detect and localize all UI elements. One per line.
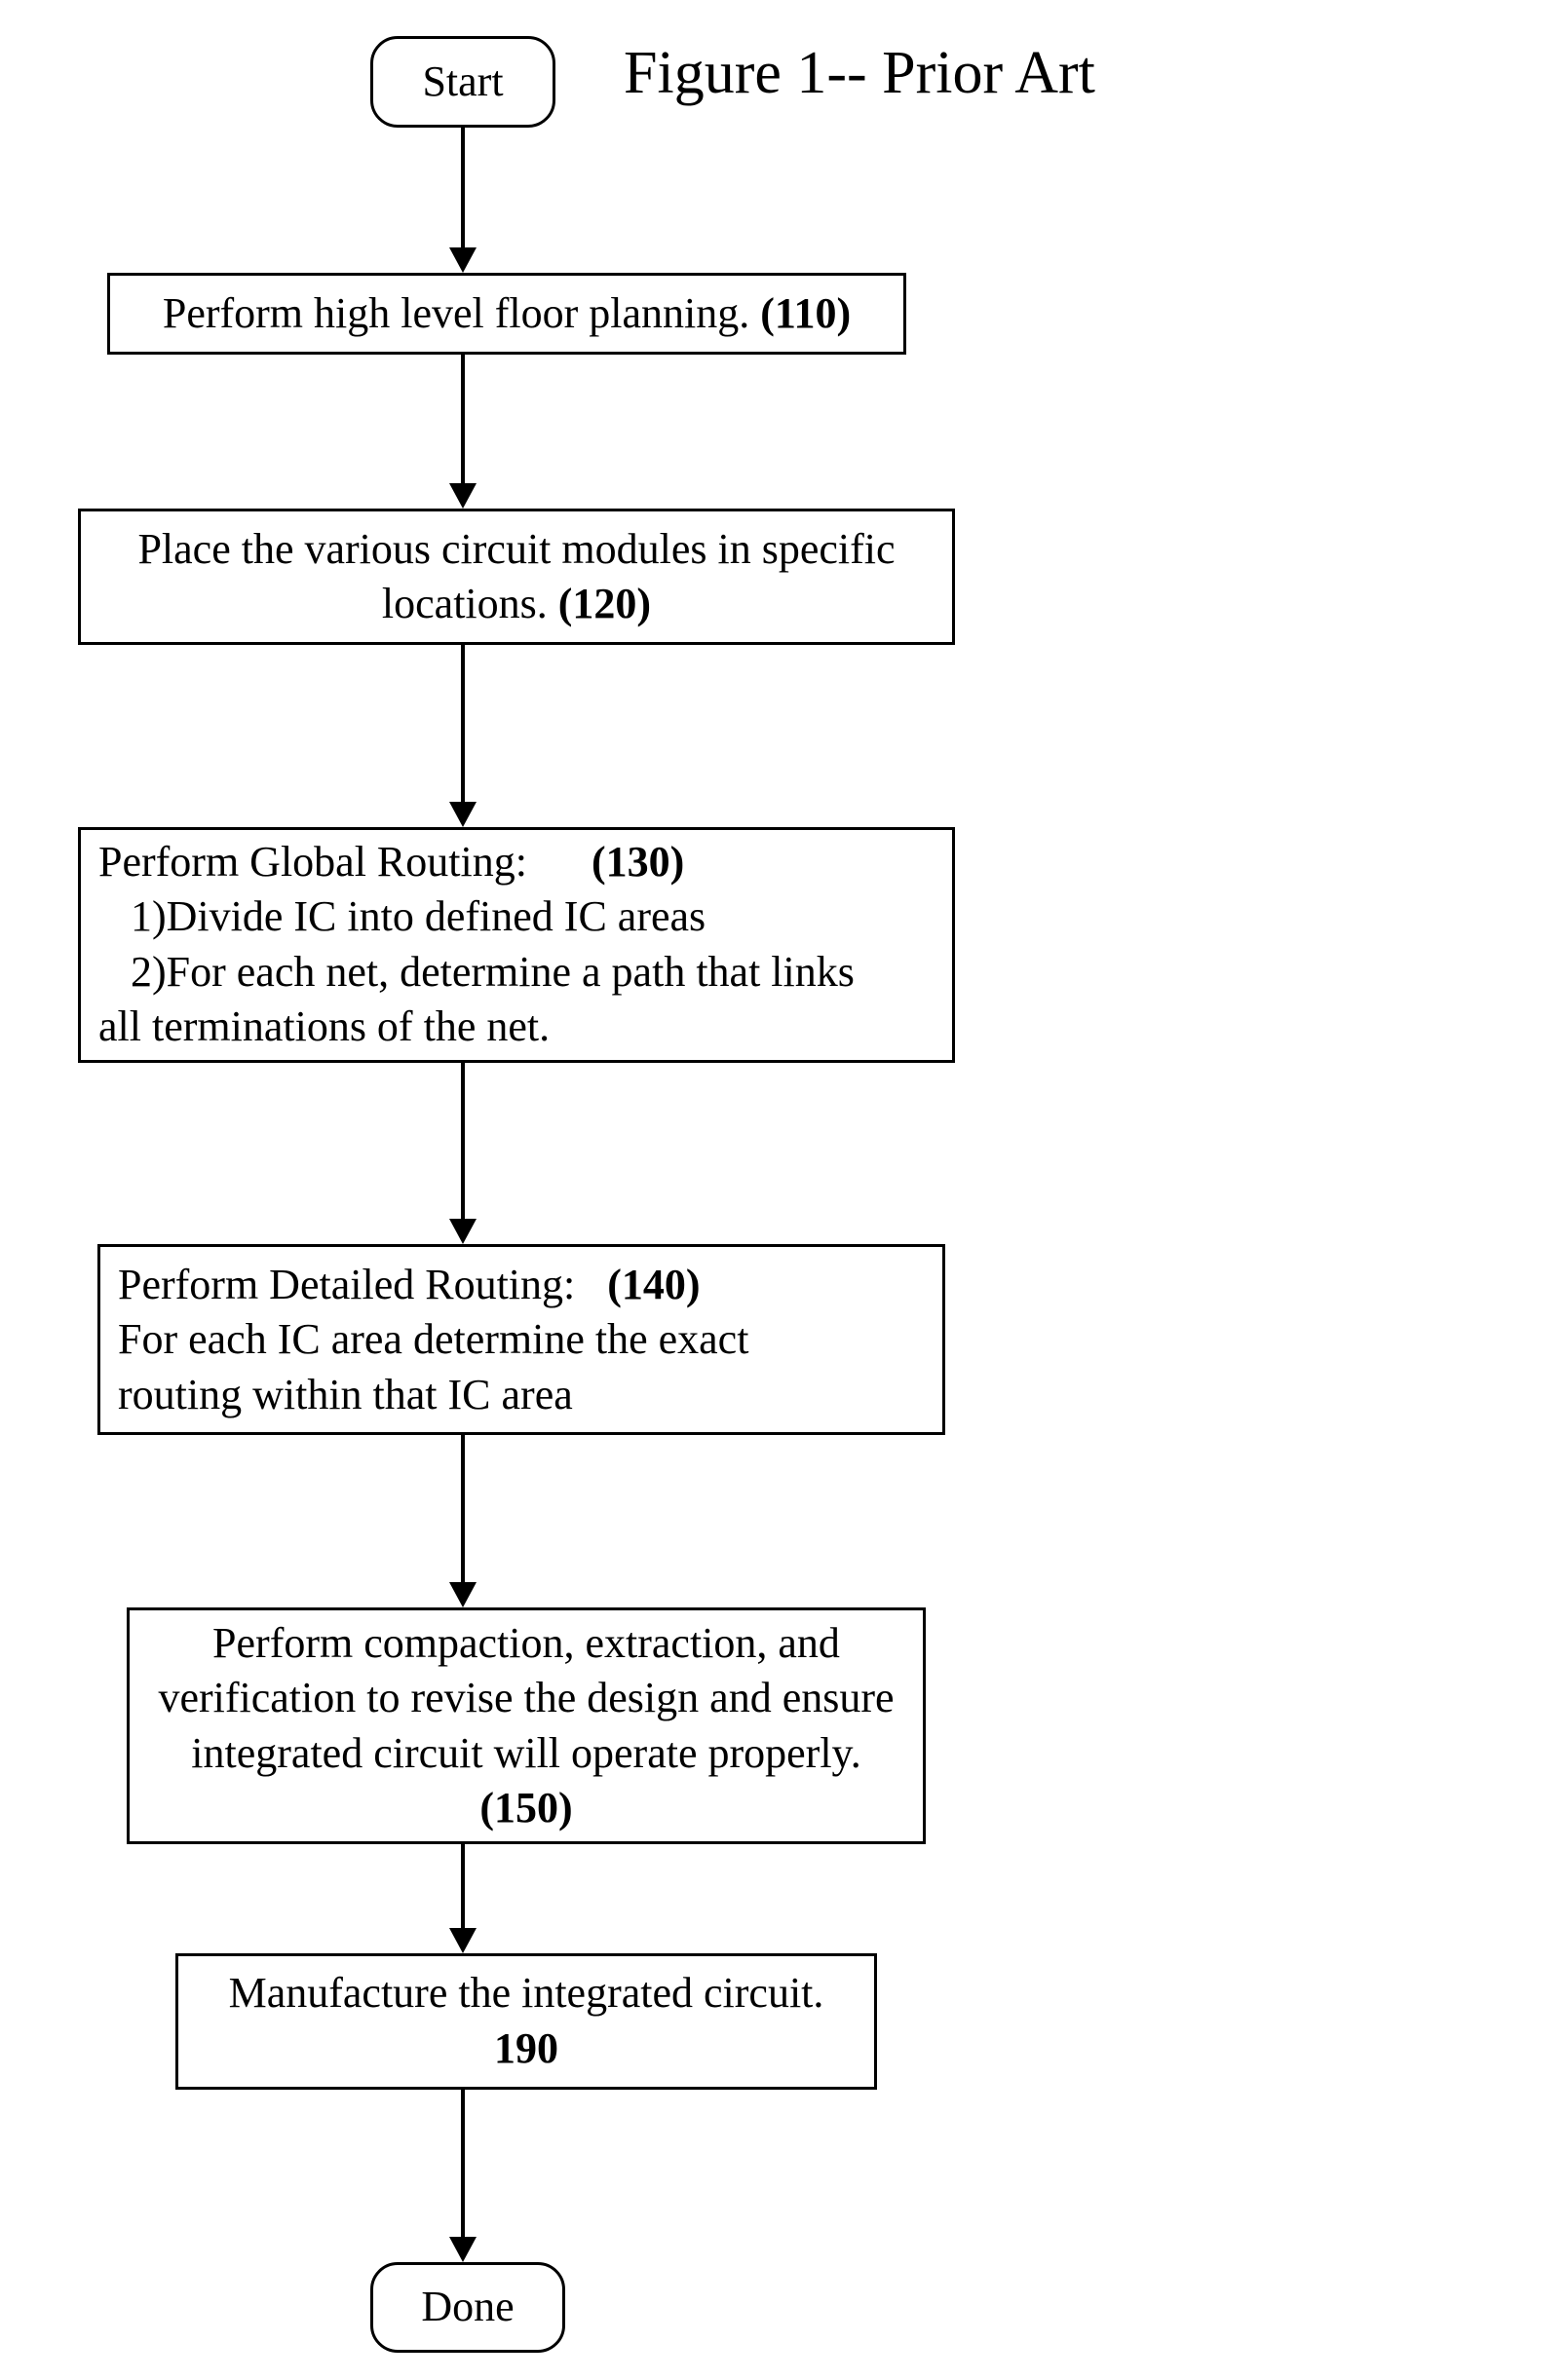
node-n150-text: Perform compaction, extraction, andverif… <box>130 1610 923 1841</box>
arrow-n110-n120-head <box>449 483 477 509</box>
arrow-start-n110-line <box>461 128 465 249</box>
node-n190-line-1: 190 <box>196 2021 857 2076</box>
node-start: Start <box>370 36 555 127</box>
node-n130-line-2: 2)For each net, determine a path that li… <box>98 945 935 1000</box>
node-n150-line-3: (150) <box>147 1781 905 1835</box>
node-n110-line-0: Perform high level floor planning. (110) <box>128 286 886 341</box>
node-n140-text: Perform Detailed Routing: (140)For each … <box>100 1252 942 1428</box>
flowchart-canvas: Figure 1-- Prior Art Start Perform high l… <box>0 0 1565 2380</box>
node-n110: Perform high level floor planning. (110) <box>107 273 906 355</box>
node-n140-line-2: routing within that IC area <box>118 1368 925 1422</box>
arrow-n190-done-line <box>461 2090 465 2239</box>
node-n150: Perform compaction, extraction, andverif… <box>127 1607 926 1843</box>
node-n130-text: Perform Global Routing: (130) 1)Divide I… <box>81 829 952 1060</box>
arrow-n150-n190-head <box>449 1928 477 1953</box>
node-done-text: Done <box>373 2274 562 2340</box>
arrow-n120-n130-line <box>461 645 465 803</box>
figure-title: Figure 1-- Prior Art <box>624 39 1095 108</box>
arrow-n110-n120-line <box>461 355 465 486</box>
arrow-n130-n140-head <box>449 1219 477 1244</box>
node-n140-line-1: For each IC area determine the exact <box>118 1312 925 1367</box>
node-n120-line-0: Place the various circuit modules in spe… <box>98 522 935 577</box>
node-done-line-0: Done <box>391 2280 545 2334</box>
node-n130-line-0: Perform Global Routing: (130) <box>98 835 935 889</box>
node-done: Done <box>370 2262 565 2353</box>
node-n140: Perform Detailed Routing: (140)For each … <box>97 1244 945 1435</box>
arrow-start-n110-head <box>449 247 477 273</box>
node-n190-line-0: Manufacture the integrated circuit. <box>196 1966 857 2021</box>
arrow-n150-n190-line <box>461 1844 465 1930</box>
node-n130-line-1: 1)Divide IC into defined IC areas <box>98 889 935 944</box>
node-start-line-0: Start <box>391 55 535 109</box>
arrow-n140-n150-head <box>449 1582 477 1607</box>
arrow-n120-n130-head <box>449 802 477 827</box>
node-n130: Perform Global Routing: (130) 1)Divide I… <box>78 827 955 1063</box>
node-n150-line-0: Perform compaction, extraction, and <box>147 1616 905 1671</box>
node-n120-text: Place the various circuit modules in spe… <box>81 516 952 638</box>
node-n120-line-1: locations. (120) <box>98 577 935 631</box>
node-n130-line-3: all terminations of the net. <box>98 1000 935 1054</box>
node-n150-line-1: verification to revise the design and en… <box>147 1671 905 1725</box>
node-n190: Manufacture the integrated circuit.190 <box>175 1953 877 2090</box>
arrow-n140-n150-line <box>461 1435 465 1584</box>
node-n110-text: Perform high level floor planning. (110) <box>110 281 903 347</box>
node-n150-line-2: integrated circuit will operate properly… <box>147 1726 905 1781</box>
arrow-n190-done-head <box>449 2237 477 2262</box>
node-start-text: Start <box>373 49 553 115</box>
node-n140-line-0: Perform Detailed Routing: (140) <box>118 1258 925 1312</box>
node-n120: Place the various circuit modules in spe… <box>78 509 955 645</box>
node-n190-text: Manufacture the integrated circuit.190 <box>178 1960 874 2082</box>
arrow-n130-n140-line <box>461 1063 465 1221</box>
